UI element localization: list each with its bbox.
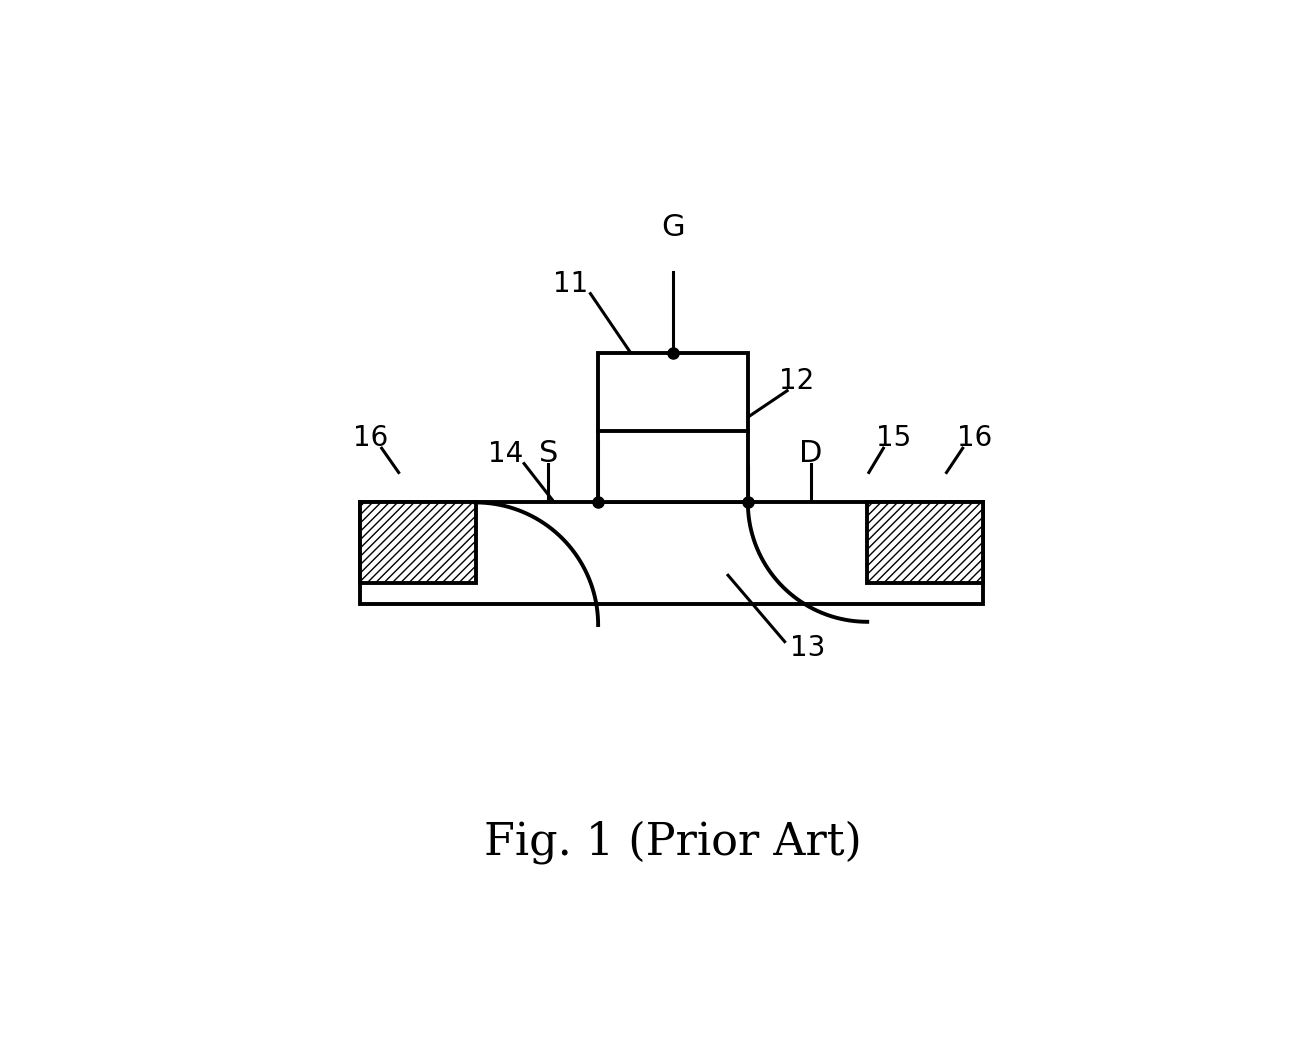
Text: 14: 14: [487, 440, 523, 468]
Text: D: D: [799, 439, 823, 469]
Text: 15: 15: [876, 424, 912, 452]
Text: 12: 12: [779, 367, 815, 395]
Bar: [360, 502, 982, 603]
Text: 16: 16: [958, 424, 993, 452]
Bar: [867, 502, 982, 583]
Text: 16: 16: [352, 424, 388, 452]
Bar: [599, 353, 748, 502]
Bar: [360, 502, 476, 583]
Text: S: S: [538, 439, 558, 469]
Text: G: G: [662, 212, 685, 242]
Text: 13: 13: [790, 634, 825, 662]
Text: 11: 11: [553, 270, 588, 297]
Text: Fig. 1 (Prior Art): Fig. 1 (Prior Art): [485, 821, 862, 864]
